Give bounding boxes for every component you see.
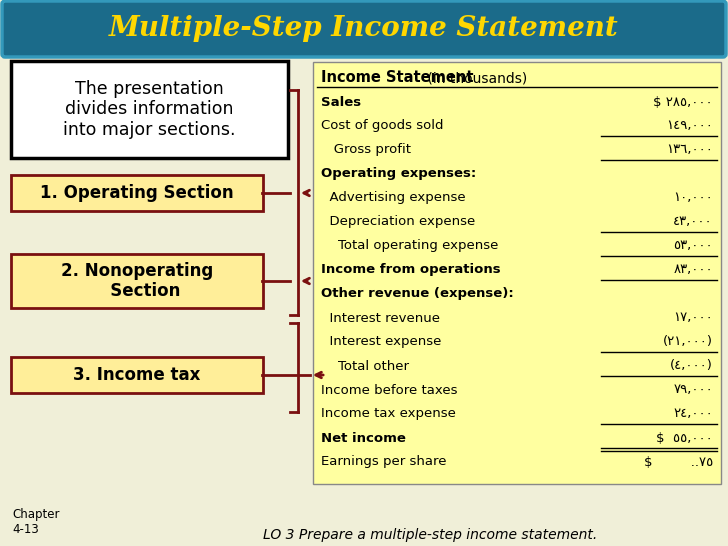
Text: (in thousands): (in thousands) (423, 71, 527, 85)
Text: Sales: Sales (321, 96, 361, 109)
Text: (٤,٠٠٠): (٤,٠٠٠) (670, 359, 713, 372)
Text: Total operating expense: Total operating expense (321, 240, 499, 252)
Text: ١٣٦,٠٠٠: ١٣٦,٠٠٠ (666, 144, 713, 157)
Text: ٨٣,٠٠٠: ٨٣,٠٠٠ (673, 264, 713, 276)
Text: Operating expenses:: Operating expenses: (321, 168, 476, 181)
Text: 2. Nonoperating
   Section: 2. Nonoperating Section (61, 262, 213, 300)
FancyBboxPatch shape (2, 1, 726, 57)
FancyBboxPatch shape (313, 62, 721, 484)
Text: $  ٥٥,٠٠٠: $ ٥٥,٠٠٠ (656, 431, 713, 444)
Text: Chapter
4-13: Chapter 4-13 (12, 508, 60, 536)
FancyBboxPatch shape (11, 357, 263, 393)
Text: ٤٣,٠٠٠: ٤٣,٠٠٠ (673, 216, 713, 228)
Text: Other revenue (expense):: Other revenue (expense): (321, 288, 514, 300)
Text: ١٤٩,٠٠٠: ١٤٩,٠٠٠ (666, 120, 713, 133)
Text: (٢١,٠٠٠): (٢١,٠٠٠) (663, 335, 713, 348)
Text: Income Statement: Income Statement (321, 70, 473, 86)
Text: Income from operations: Income from operations (321, 264, 501, 276)
Text: Total other: Total other (321, 359, 409, 372)
Text: Income before taxes: Income before taxes (321, 383, 457, 396)
Text: The presentation
divides information
into major sections.: The presentation divides information int… (63, 80, 236, 139)
Text: $         ..٧٥: $ ..٧٥ (644, 455, 713, 468)
Text: Multiple-Step Income Statement: Multiple-Step Income Statement (109, 15, 619, 43)
Text: ١٠,٠٠٠: ١٠,٠٠٠ (673, 192, 713, 205)
Text: Net income: Net income (321, 431, 406, 444)
FancyBboxPatch shape (11, 175, 263, 211)
Text: Interest revenue: Interest revenue (321, 312, 440, 324)
Text: ٥٣,٠٠٠: ٥٣,٠٠٠ (673, 240, 713, 252)
Text: ٢٤,٠٠٠: ٢٤,٠٠٠ (673, 407, 713, 420)
Text: Cost of goods sold: Cost of goods sold (321, 120, 443, 133)
Text: Income tax expense: Income tax expense (321, 407, 456, 420)
Text: ٧٩,٠٠٠: ٧٩,٠٠٠ (673, 383, 713, 396)
Text: $ ٢٨٥,٠٠٠: $ ٢٨٥,٠٠٠ (653, 96, 713, 109)
Text: Depreciation expense: Depreciation expense (321, 216, 475, 228)
Text: LO 3 Prepare a multiple-step income statement.: LO 3 Prepare a multiple-step income stat… (263, 528, 597, 542)
Text: 3. Income tax: 3. Income tax (74, 366, 201, 384)
Text: ١٧,٠٠٠: ١٧,٠٠٠ (673, 312, 713, 324)
Text: Advertising expense: Advertising expense (321, 192, 466, 205)
Text: Gross profit: Gross profit (321, 144, 411, 157)
FancyBboxPatch shape (11, 61, 288, 158)
FancyBboxPatch shape (11, 254, 263, 308)
Text: Earnings per share: Earnings per share (321, 455, 446, 468)
Text: Interest expense: Interest expense (321, 335, 441, 348)
Text: 1. Operating Section: 1. Operating Section (40, 184, 234, 202)
